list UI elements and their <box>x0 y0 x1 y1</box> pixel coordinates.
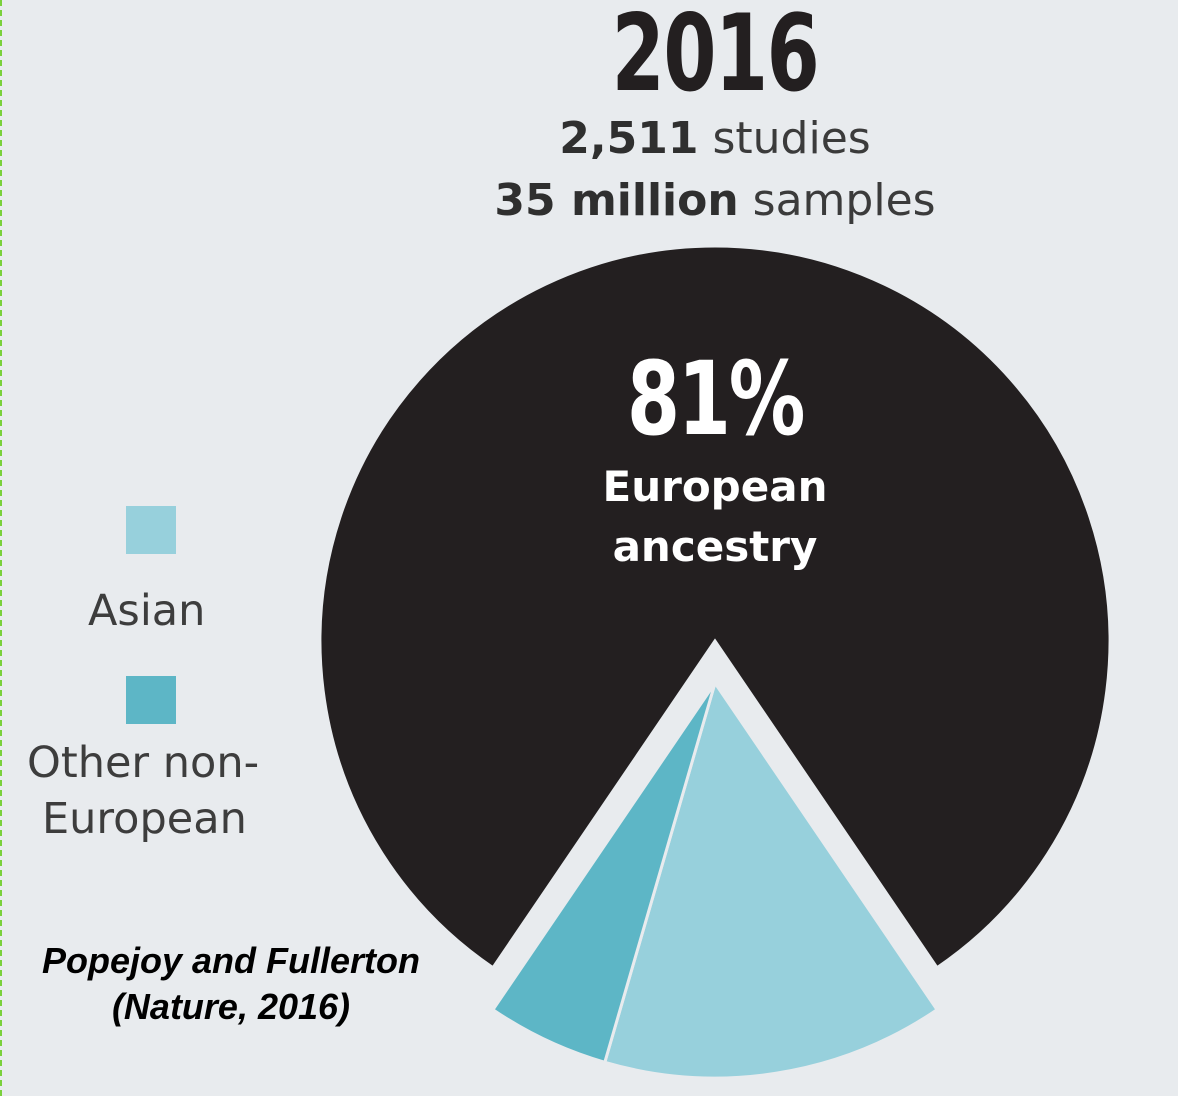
legend-label-asian: Asian <box>88 586 206 636</box>
source-citation: Popejoy and Fullerton (Nature, 2016) <box>0 938 462 1030</box>
source-line-2: (Nature, 2016) <box>111 986 351 1027</box>
source-line-1: Popejoy and Fullerton <box>41 940 421 981</box>
pie-slice-european <box>318 244 1112 970</box>
pie-slice-other-non-european <box>490 682 717 1065</box>
european-slice-label: European ancestry <box>602 462 828 571</box>
chart-title: 2016 <box>611 0 820 115</box>
european-percent-label: 81% <box>626 340 806 459</box>
legend-swatch-asian <box>126 506 176 554</box>
subtitle-studies: 2,511 studies <box>559 113 871 164</box>
chart-subtitle: 2,511 studies 35 million samples <box>415 108 1015 232</box>
legend-label-other-line2: European <box>42 794 247 844</box>
legend-label-other-line1: Other non- <box>27 738 260 788</box>
left-border <box>0 0 2 1096</box>
subtitle-samples: 35 million samples <box>494 175 936 226</box>
legend-swatch-other <box>126 676 176 724</box>
